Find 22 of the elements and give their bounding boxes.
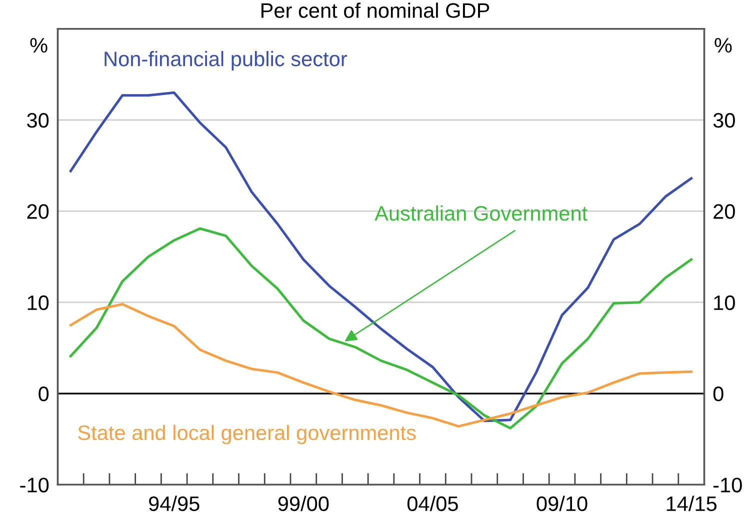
x-tick-label: 94/95 (149, 496, 200, 512)
y-axis-title: % (30, 38, 48, 53)
x-tick-label: 09/10 (536, 496, 588, 512)
text: Australian Government (374, 205, 588, 221)
y-tick-label: 30 (27, 112, 49, 128)
y2-tick-label: 30 (713, 112, 735, 128)
y-tick-label: -10 (20, 478, 49, 492)
series-label: State and local general governments (78, 424, 416, 444)
chart-title: Per cent of nominal GDP (262, 2, 490, 18)
y2-tick-label: 20 (714, 204, 735, 219)
y2-tick-label: 0 (713, 386, 724, 402)
line-series (69, 91, 693, 422)
y-tick-label: 0 (38, 386, 49, 402)
x-tick-label: 14/15 (666, 496, 717, 512)
series-label: Non-financial public sector (104, 51, 347, 70)
x-tick-label: 04/05 (407, 496, 458, 512)
x-tick-label: 99/00 (278, 496, 329, 512)
y2-axis-title: % (714, 38, 732, 53)
y2-tick-label: 10 (714, 295, 735, 310)
y2-tick-label: -10 (714, 478, 742, 492)
y-tick-label: 20 (27, 204, 49, 219)
y-tick-label: 10 (28, 295, 49, 310)
